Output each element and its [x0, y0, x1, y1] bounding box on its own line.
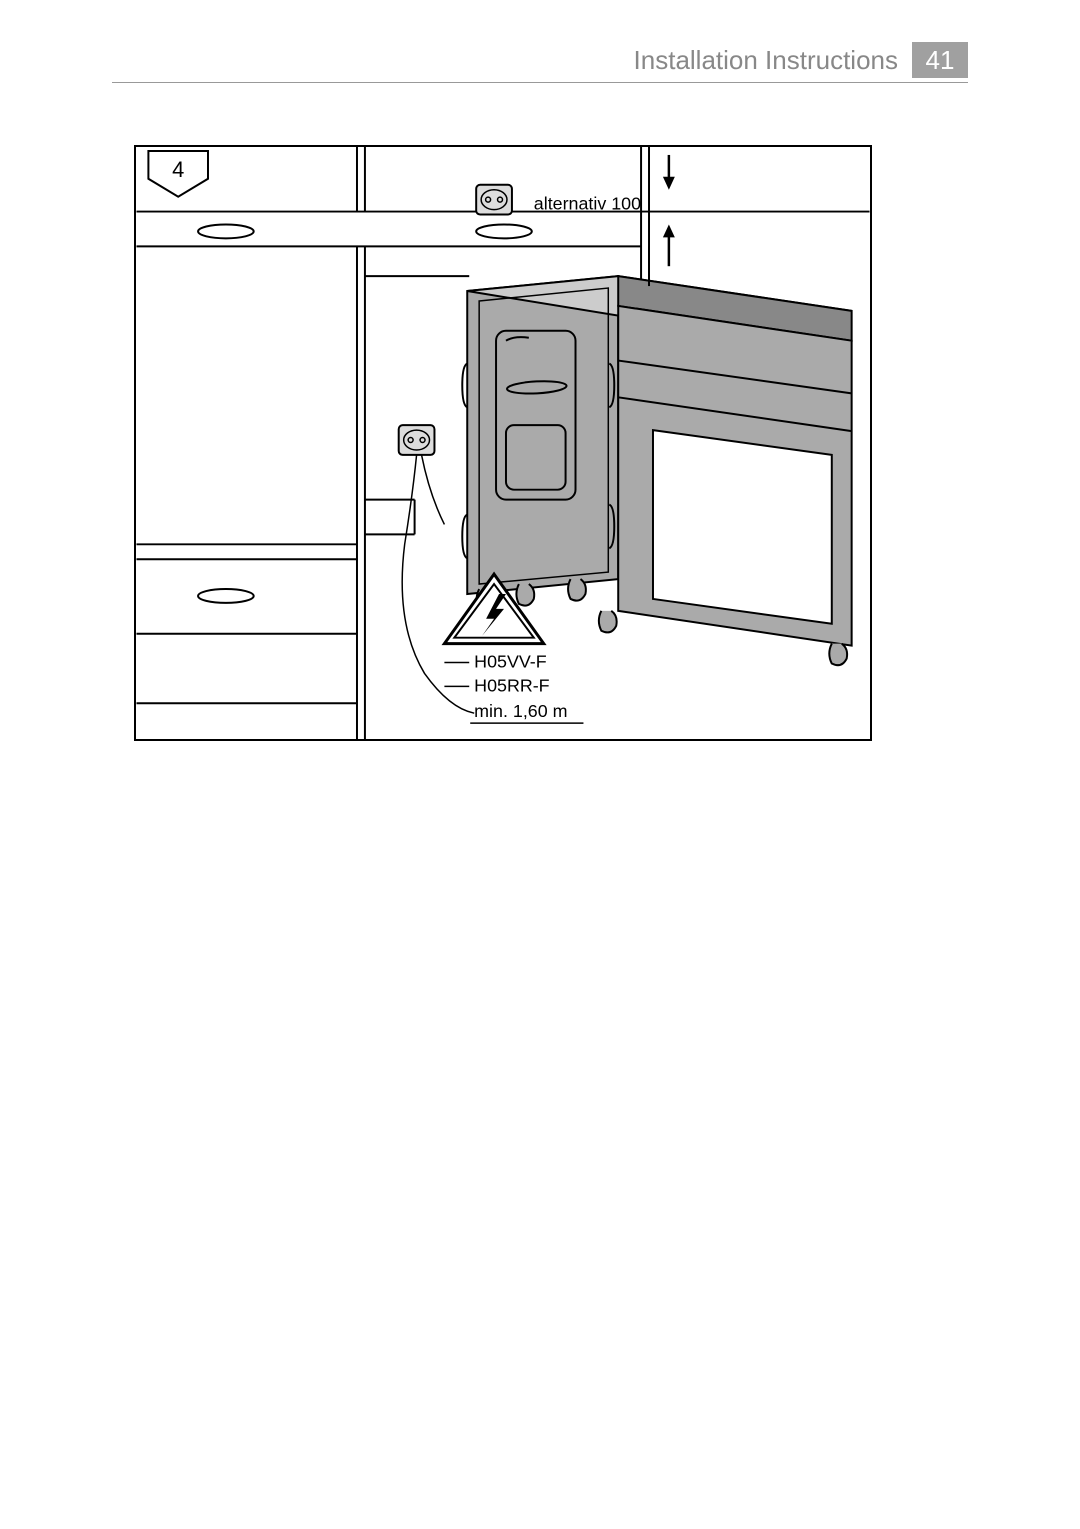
installation-diagram: 4 alternativ 100	[134, 145, 872, 741]
cable-spec-2-label: H05RR-F	[474, 675, 550, 695]
page-number: 41	[912, 42, 968, 78]
diagram-svg: 4 alternativ 100	[136, 147, 870, 739]
page-header: Installation Instructions 41	[112, 42, 968, 78]
header-underline	[112, 82, 968, 83]
step-number-label: 4	[172, 157, 184, 182]
header-title: Installation Instructions	[634, 45, 898, 76]
cable-spec-1-label: H05VV-F	[474, 651, 547, 671]
cable-length-label: min. 1,60 m	[474, 701, 567, 721]
alternative-label: alternativ 100	[534, 194, 641, 214]
